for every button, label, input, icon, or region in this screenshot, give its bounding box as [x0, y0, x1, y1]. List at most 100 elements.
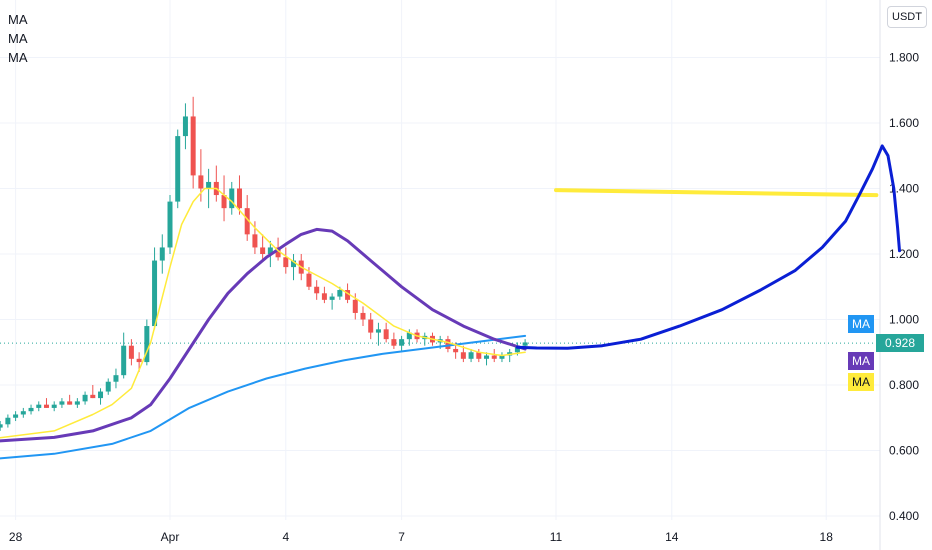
candle-body	[152, 260, 158, 327]
candle	[59, 398, 65, 408]
candle	[105, 378, 111, 395]
candle-body	[43, 404, 49, 408]
ma-blue-price-tag: MA	[848, 315, 874, 333]
candle-body	[236, 188, 242, 209]
candle	[499, 352, 505, 363]
time-tick-label: 14	[665, 530, 679, 544]
candle-body	[175, 136, 181, 202]
candle	[507, 348, 513, 363]
candle-body	[491, 355, 497, 359]
drawn-projection-curve[interactable]	[515, 144, 901, 350]
candle	[422, 332, 428, 346]
time-tick-label: 4	[282, 530, 289, 544]
legend-item-ma-1[interactable]: MA	[8, 12, 28, 27]
candle-body	[5, 417, 11, 425]
candle	[90, 385, 96, 399]
candle-body	[337, 290, 343, 297]
candle	[221, 175, 227, 222]
candle	[368, 312, 374, 340]
candle	[468, 348, 474, 363]
candle-body	[121, 345, 127, 376]
candle-body	[522, 342, 528, 346]
candle-body	[252, 234, 258, 248]
candle-body	[221, 195, 227, 209]
price-tick-label: 1.400	[889, 182, 919, 196]
price-tick-label: 0.400	[889, 509, 919, 523]
candle	[28, 404, 34, 415]
last-price-tag: 0.928	[876, 334, 924, 352]
candle-body	[514, 345, 520, 353]
candle-body	[229, 188, 235, 209]
candle-body	[182, 116, 188, 137]
candle	[445, 335, 451, 353]
candle-body	[360, 312, 366, 320]
candle-body	[113, 375, 119, 382]
candlestick-series	[0, 96, 528, 431]
candle-body	[28, 407, 34, 412]
legend-item-ma-2[interactable]: MA	[8, 31, 28, 46]
ma-yellow-line	[0, 187, 526, 439]
candle	[236, 175, 242, 215]
candle-body	[105, 381, 111, 392]
candle-body	[206, 181, 212, 189]
candle	[283, 247, 289, 274]
price-tick-label: 0.800	[889, 378, 919, 392]
candle	[51, 401, 57, 412]
candle-body	[406, 332, 412, 340]
candle-body	[36, 404, 42, 408]
candle	[82, 391, 88, 405]
candle-body	[267, 247, 273, 254]
ma-blue-line	[0, 334, 527, 460]
candle	[391, 332, 397, 349]
candle-body	[375, 329, 381, 333]
candle	[43, 398, 49, 408]
candle	[291, 254, 297, 281]
candle-body	[391, 339, 397, 346]
candle-body	[244, 208, 250, 235]
candle	[460, 345, 466, 363]
price-tick-label: 1.800	[889, 51, 919, 65]
time-tick-label: 28	[9, 530, 23, 544]
candle	[5, 414, 11, 428]
grid	[0, 0, 880, 520]
candle-body	[368, 319, 374, 333]
candle	[98, 388, 104, 405]
indicator-legend: MA MA MA	[8, 10, 28, 67]
legend-item-ma-3[interactable]: MA	[8, 50, 28, 65]
candle-body	[67, 401, 73, 405]
candle	[375, 322, 381, 346]
candle	[13, 411, 19, 422]
candle	[128, 339, 134, 366]
price-tick-label: 1.000	[889, 313, 919, 327]
candle	[121, 332, 127, 379]
candle-body	[484, 355, 490, 359]
candle	[152, 247, 158, 330]
price-tick-label: 0.600	[889, 444, 919, 458]
candle	[20, 407, 26, 418]
candle	[229, 181, 235, 215]
candle-body	[144, 326, 150, 363]
candle-body	[445, 339, 451, 349]
candle	[213, 165, 219, 202]
candle-body	[283, 257, 289, 268]
time-axis[interactable]: 28 Apr 4 7 11 14 18	[9, 530, 833, 544]
time-tick-label: 7	[398, 530, 405, 544]
candle-body	[476, 352, 482, 359]
candle-body	[460, 352, 466, 359]
candle	[491, 348, 497, 363]
drawn-resistance-line[interactable]	[554, 188, 879, 198]
candle-body	[74, 401, 80, 405]
candle	[182, 103, 188, 150]
candle	[167, 195, 173, 254]
price-axis[interactable]: 1.800 1.600 1.400 1.200 1.000 0.800 0.600 0.400	[879, 0, 919, 550]
time-tick-label: 18	[820, 530, 834, 544]
candle-body	[167, 201, 173, 248]
candle-body	[98, 391, 104, 399]
candle	[144, 319, 150, 366]
candle	[175, 129, 181, 209]
currency-label[interactable]: USDT	[887, 6, 927, 28]
candle	[190, 96, 196, 189]
candle-body	[275, 247, 281, 258]
candle-body	[198, 175, 204, 189]
